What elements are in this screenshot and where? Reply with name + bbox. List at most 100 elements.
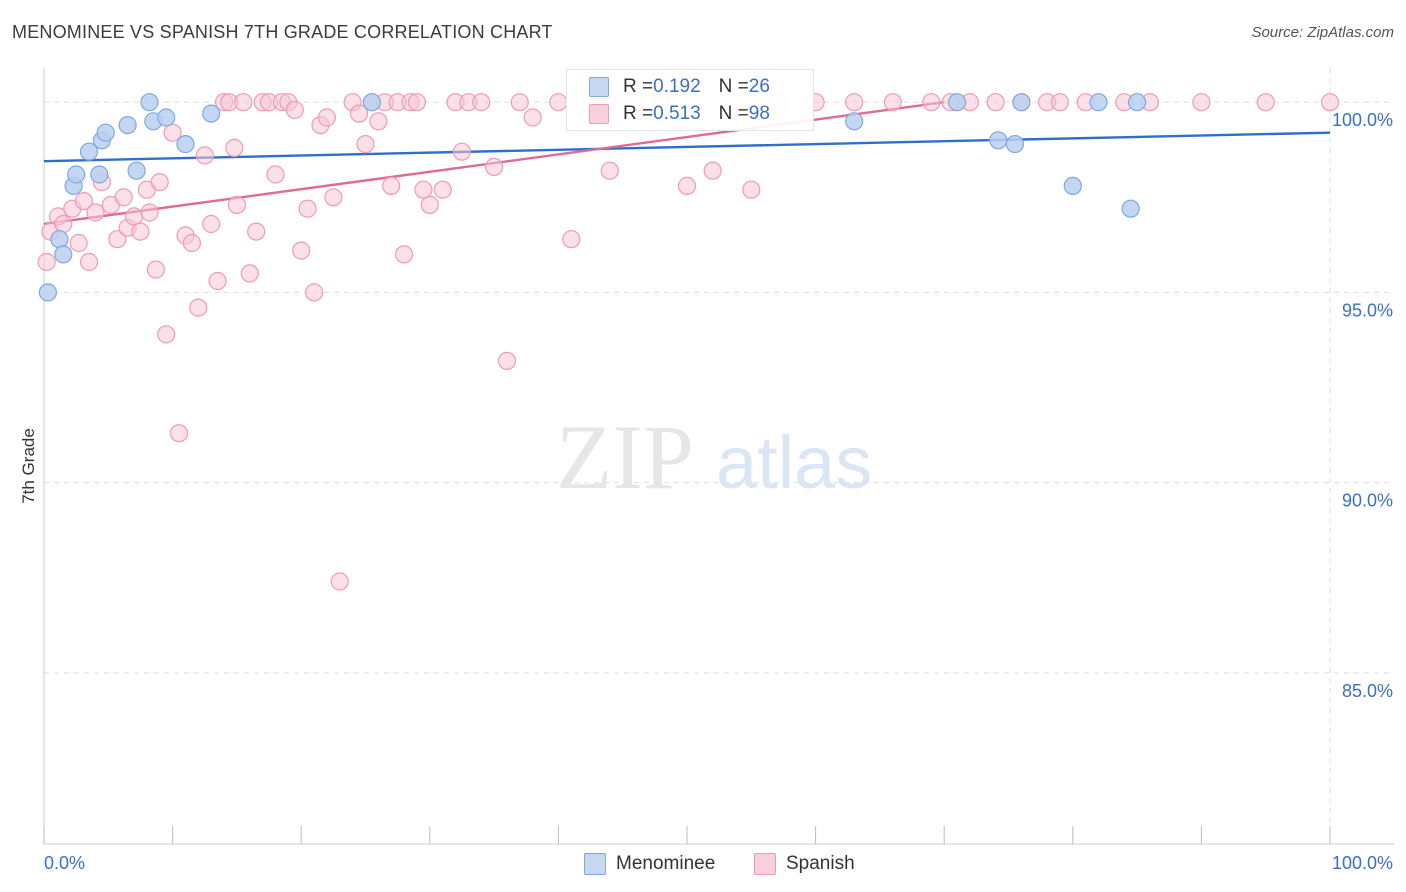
- chart-title: MENOMINEE VS SPANISH 7TH GRADE CORRELATI…: [12, 22, 553, 42]
- watermark-atlas: atlas: [716, 421, 872, 504]
- spanish-point: [1050, 93, 1070, 112]
- spanish-point: [240, 264, 259, 283]
- spanish-point: [382, 176, 401, 195]
- menominee-legend-swatch: [584, 853, 606, 875]
- menominee-point: [1127, 93, 1147, 112]
- legend-item-menominee: Menominee: [584, 851, 715, 877]
- legend-label-menominee: Menominee: [616, 853, 716, 874]
- x-tick-label: 100.0%: [1332, 853, 1393, 873]
- spanish-point: [266, 165, 285, 184]
- y-tick-label: 90.0%: [1342, 491, 1393, 511]
- spanish-point: [37, 252, 56, 272]
- spanish-point: [350, 104, 369, 123]
- spanish-point: [140, 203, 159, 222]
- spanish-point: [157, 325, 176, 344]
- menominee-point: [50, 230, 69, 249]
- spanish-point: [195, 146, 214, 165]
- menominee-point: [989, 131, 1008, 150]
- legend-row-spanish: R = 0.513 N = 98: [589, 102, 770, 126]
- spanish-point: [1192, 93, 1211, 112]
- spanish-point: [1256, 93, 1275, 112]
- menominee-point: [1005, 135, 1025, 154]
- menominee-point: [1063, 176, 1082, 195]
- n-label: N =: [718, 76, 749, 97]
- menominee-point: [1012, 93, 1031, 112]
- spanish-point: [169, 424, 189, 443]
- menominee-point: [54, 245, 73, 264]
- spanish-point: [225, 138, 244, 157]
- spanish-point: [54, 214, 73, 234]
- spanish-point: [79, 252, 99, 272]
- spanish-point: [114, 188, 133, 207]
- spanish-point: [324, 188, 343, 207]
- menominee-point: [90, 165, 109, 184]
- menominee-point: [79, 142, 99, 161]
- spanish-point: [600, 161, 619, 180]
- legend-item-spanish: Spanish: [754, 851, 855, 877]
- spanish-point: [562, 230, 581, 249]
- source-label: Source: ZipAtlas.com: [1251, 24, 1394, 41]
- menominee-point: [1089, 93, 1108, 112]
- y-tick-label: 95.0%: [1342, 300, 1393, 320]
- spanish-point: [234, 93, 253, 112]
- spanish-point: [124, 207, 144, 226]
- spanish-point: [549, 93, 568, 112]
- spanish-point: [510, 93, 529, 112]
- spanish-point: [922, 93, 941, 112]
- r-value: 0.513: [653, 103, 701, 124]
- spanish-point: [150, 173, 169, 192]
- axes: [43, 68, 1394, 845]
- legend-label-spanish: Spanish: [786, 853, 855, 874]
- spanish-point: [703, 161, 722, 180]
- menominee-point: [947, 93, 967, 112]
- tick-labels: 85.0% 90.0% 95.0% 100.0% 0.0% 100.0%: [44, 110, 1393, 873]
- menominee-point: [845, 112, 864, 131]
- spanish-point: [883, 93, 902, 112]
- menominee-point: [127, 161, 146, 180]
- spanish-point: [452, 142, 471, 161]
- menominee-point: [202, 104, 221, 123]
- spanish-point: [247, 222, 266, 241]
- spanish-point: [69, 233, 88, 253]
- n-value: 26: [748, 76, 770, 97]
- menominee-point: [140, 93, 159, 112]
- n-label: N =: [718, 103, 749, 124]
- spanish-point: [369, 112, 388, 131]
- spanish-point: [189, 298, 208, 317]
- r-value: 0.192: [653, 76, 701, 97]
- spanish-point: [472, 93, 491, 112]
- x-tick-label: 0.0%: [44, 853, 85, 873]
- spanish-point: [146, 260, 165, 279]
- spanish-point: [227, 195, 246, 214]
- spanish-point: [317, 108, 336, 127]
- spanish-point: [182, 233, 201, 253]
- r-label: R =: [623, 76, 654, 97]
- spanish-point: [292, 241, 311, 260]
- legend-row-menominee: R = 0.192 N = 26: [589, 75, 770, 99]
- menominee-point: [118, 115, 137, 135]
- spanish-point: [845, 93, 864, 112]
- y-tick-label: 100.0%: [1332, 110, 1393, 130]
- spanish-point: [86, 203, 105, 222]
- r-label: R =: [623, 103, 654, 124]
- menominee-point: [96, 123, 115, 142]
- y-axis-label: 7th Grade: [19, 428, 38, 504]
- spanish-point: [677, 176, 697, 195]
- n-value: 98: [748, 103, 770, 124]
- spanish-point: [298, 199, 317, 218]
- spanish-point: [433, 180, 452, 199]
- spanish-point: [163, 123, 182, 142]
- spanish-point: [285, 100, 304, 119]
- spanish-point: [742, 180, 761, 199]
- spanish-point: [414, 180, 433, 199]
- spanish-point: [330, 572, 349, 591]
- spanish-point: [305, 283, 324, 302]
- spanish-point: [395, 245, 414, 264]
- menominee-point: [157, 108, 176, 127]
- menominee-point: [67, 165, 86, 184]
- watermark: ZIP atlas: [556, 406, 872, 508]
- spanish-point: [420, 195, 439, 214]
- menominee-swatch: [589, 77, 609, 97]
- spanish-point: [202, 214, 221, 234]
